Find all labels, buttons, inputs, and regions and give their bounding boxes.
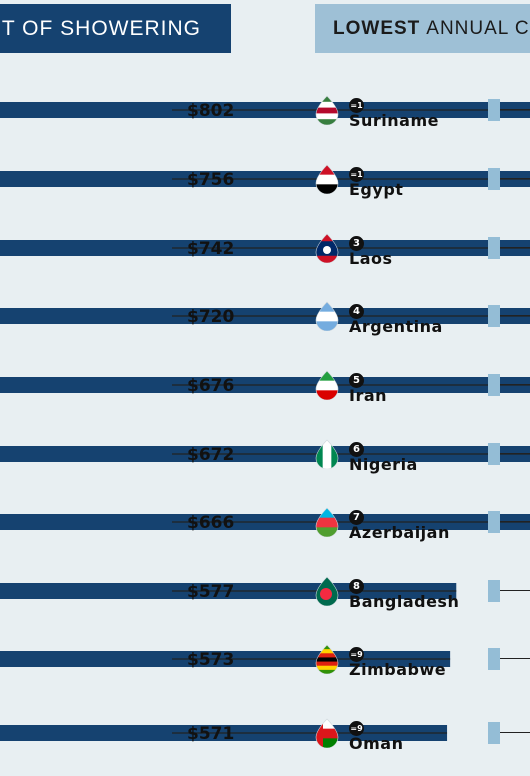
left-chart-header: ST OF SHOWERING xyxy=(0,4,231,53)
country-name: Laos xyxy=(349,249,393,268)
right-cost-bar xyxy=(488,305,500,327)
cost-value-label: $577 xyxy=(187,582,234,602)
ranking-row: 6 Nigeria xyxy=(0,439,530,490)
cost-value-label: $571 xyxy=(187,724,234,744)
country-name: Oman xyxy=(349,734,404,753)
zimbabwe-flag-icon xyxy=(315,644,339,674)
right-leader-line xyxy=(500,315,530,316)
rank-badge: 5 xyxy=(349,373,364,388)
rank-badge: =9 xyxy=(349,647,364,662)
rank-badge: 3 xyxy=(349,236,364,251)
cost-value-label: $676 xyxy=(187,376,234,396)
ranking-row: =9 Zimbabwe xyxy=(0,644,530,695)
left-header-title: ST OF SHOWERING xyxy=(0,16,201,40)
country-name: Bangladesh xyxy=(349,592,460,611)
right-cost-bar xyxy=(488,99,500,121)
right-leader-line xyxy=(500,247,530,248)
country-name: Zimbabwe xyxy=(349,660,447,679)
country-name: Argentina xyxy=(349,317,443,336)
cost-value-label: $573 xyxy=(187,650,234,670)
suriname-flag-icon xyxy=(315,95,339,125)
right-leader-line xyxy=(500,658,530,659)
rank-badge: =9 xyxy=(349,721,364,736)
rank-badge: =1 xyxy=(349,167,364,182)
country-name: Nigeria xyxy=(349,455,418,474)
egypt-flag-icon xyxy=(315,164,339,194)
ranking-row: =9 Oman xyxy=(0,718,530,769)
laos-flag-icon xyxy=(315,233,339,263)
right-cost-bar xyxy=(488,374,500,396)
right-cost-bar xyxy=(488,722,500,744)
rank-badge: 4 xyxy=(349,304,364,319)
oman-flag-icon xyxy=(315,718,339,748)
right-cost-bar xyxy=(488,648,500,670)
right-leader-line xyxy=(500,521,530,522)
iran-flag-icon xyxy=(315,370,339,400)
argentina-flag-icon xyxy=(315,301,339,331)
ranking-row: 7 Azerbaijan xyxy=(0,507,530,558)
right-cost-bar xyxy=(488,511,500,533)
cost-value-label: $756 xyxy=(187,170,234,190)
right-leader-line xyxy=(500,590,530,591)
ranking-row: 5 Iran xyxy=(0,370,530,421)
cost-value-label: $742 xyxy=(187,239,234,259)
ranking-row: 3 Laos xyxy=(0,233,530,284)
cost-value-label: $666 xyxy=(187,513,234,533)
right-header-rest: ANNUAL C xyxy=(426,17,530,39)
country-name: Iran xyxy=(349,386,388,405)
nigeria-flag-icon xyxy=(315,439,339,469)
ranking-row: 4 Argentina xyxy=(0,301,530,352)
ranking-row: =1 Egypt xyxy=(0,164,530,215)
right-leader-line xyxy=(500,178,530,179)
bangladesh-flag-icon xyxy=(315,576,339,606)
right-leader-line xyxy=(500,453,530,454)
country-name: Azerbaijan xyxy=(349,523,450,542)
right-cost-bar xyxy=(488,237,500,259)
azerbaijan-flag-icon xyxy=(315,507,339,537)
rank-badge: 8 xyxy=(349,579,364,594)
rank-badge: 6 xyxy=(349,442,364,457)
cost-value-label: $720 xyxy=(187,307,234,327)
right-header-bold: LOWEST xyxy=(333,17,421,39)
right-cost-bar xyxy=(488,443,500,465)
right-chart-header: LOWEST ANNUAL C xyxy=(315,4,530,53)
ranking-row: =1 Suriname xyxy=(0,95,530,146)
rank-badge: 7 xyxy=(349,510,364,525)
rank-badge: =1 xyxy=(349,98,364,113)
country-name: Egypt xyxy=(349,180,404,199)
right-leader-line xyxy=(500,109,530,110)
right-cost-bar xyxy=(488,580,500,602)
right-leader-line xyxy=(500,732,530,733)
right-cost-bar xyxy=(488,168,500,190)
ranking-row: 8 Bangladesh xyxy=(0,576,530,627)
cost-value-label: $672 xyxy=(187,445,234,465)
right-leader-line xyxy=(500,384,530,385)
country-name: Suriname xyxy=(349,111,439,130)
cost-value-label: $802 xyxy=(187,101,234,121)
